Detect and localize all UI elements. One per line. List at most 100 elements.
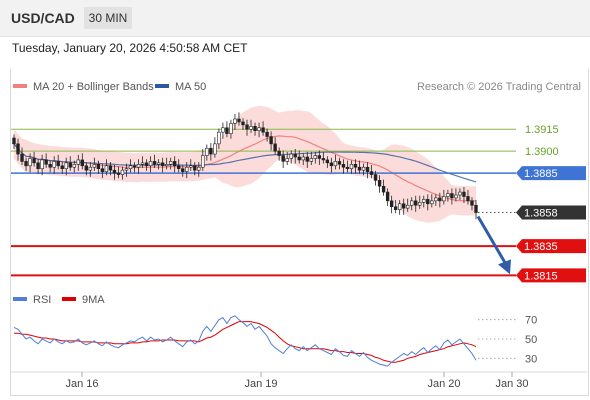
level-value: 1.3885 xyxy=(524,168,558,180)
candle xyxy=(144,159,149,171)
candle xyxy=(438,192,442,208)
candle xyxy=(253,122,257,136)
candle xyxy=(410,197,414,211)
candle xyxy=(385,188,390,206)
candle xyxy=(281,150,285,168)
level-label-resistance: 1.3915 xyxy=(525,124,559,136)
level-label-support: 1.3815 xyxy=(516,268,586,283)
candle xyxy=(88,162,93,177)
chart-header: USD/CAD 30 MIN xyxy=(0,0,590,37)
candle xyxy=(32,151,36,167)
chart-frame xyxy=(10,69,589,396)
candle xyxy=(393,200,398,214)
bollinger-band-fill xyxy=(14,105,476,223)
candle xyxy=(337,157,342,170)
bollinger-legend-label: MA 20 + Bollinger Bands xyxy=(33,81,154,93)
candle xyxy=(197,162,201,177)
bollinger-legend-swatch xyxy=(13,84,27,88)
bollinger-bands xyxy=(13,105,477,223)
candle xyxy=(442,189,446,205)
rsi-legend-label: RSI xyxy=(33,294,51,306)
candle xyxy=(381,179,386,196)
candle xyxy=(273,137,277,155)
x-tick-label: Jan 19 xyxy=(244,378,277,390)
rsi-tick-label: 30 xyxy=(525,353,537,365)
candle xyxy=(454,188,458,202)
candle xyxy=(269,131,273,151)
candle xyxy=(406,198,410,212)
candle xyxy=(64,157,68,176)
candle xyxy=(221,122,225,139)
candle xyxy=(80,153,84,170)
candle xyxy=(430,194,434,208)
candle xyxy=(297,150,301,164)
candle xyxy=(84,162,89,176)
candle xyxy=(181,165,185,177)
candle xyxy=(249,119,253,133)
candle xyxy=(217,128,221,149)
ma50-legend-swatch xyxy=(155,84,169,88)
candle xyxy=(60,162,64,174)
candle xyxy=(277,147,281,161)
candle xyxy=(48,160,52,173)
rsi-tick-label: 50 xyxy=(525,334,537,346)
candle xyxy=(16,138,20,161)
level-tag xyxy=(516,268,586,283)
candle xyxy=(100,163,105,179)
level-value: 1.3835 xyxy=(524,241,558,253)
candle xyxy=(108,162,113,176)
symbol-title: USD/CAD xyxy=(11,10,75,26)
copyright-text: Research © 2026 Trading Central xyxy=(417,81,581,93)
candle xyxy=(401,198,406,215)
candle xyxy=(172,156,177,173)
candle xyxy=(201,148,205,171)
candle xyxy=(156,159,161,170)
candle xyxy=(140,156,145,168)
candle xyxy=(136,159,141,174)
candle xyxy=(160,157,165,173)
candle xyxy=(257,122,261,138)
rsi-line xyxy=(13,315,477,367)
candle xyxy=(104,159,109,176)
ma50-line xyxy=(13,143,477,183)
x-tick-label: Jan 20 xyxy=(427,378,460,390)
forecast-arrow xyxy=(476,215,511,275)
arrow-shaft xyxy=(476,215,508,266)
candle xyxy=(470,197,474,211)
rsi-panel: 70 50 30 xyxy=(13,315,537,367)
candle xyxy=(357,160,362,174)
candle xyxy=(68,156,72,171)
candle xyxy=(265,128,269,142)
candle xyxy=(450,188,454,205)
candle xyxy=(285,151,289,166)
candle xyxy=(414,195,418,212)
candle xyxy=(349,160,354,174)
candle xyxy=(20,147,24,166)
candle xyxy=(12,134,16,149)
timeframe-button[interactable]: 30 MIN xyxy=(84,7,132,29)
candle xyxy=(325,156,330,168)
candle xyxy=(213,137,217,158)
candle xyxy=(446,189,450,202)
candle xyxy=(112,165,117,180)
candle xyxy=(313,151,318,164)
candle xyxy=(152,154,157,168)
candle xyxy=(185,162,189,179)
candle xyxy=(168,157,173,170)
arrow-head xyxy=(498,259,511,275)
candle xyxy=(72,160,76,173)
candle xyxy=(389,195,394,214)
level-label-current: 1.3858 xyxy=(516,205,586,220)
candlesticks xyxy=(12,112,478,220)
candle xyxy=(164,157,169,170)
candle xyxy=(56,154,60,170)
rsi-ma-legend-swatch xyxy=(62,297,76,301)
level-value: 1.3915 xyxy=(525,124,559,136)
candle xyxy=(474,200,478,220)
candle xyxy=(397,200,402,215)
candle xyxy=(120,166,125,180)
candle xyxy=(76,154,80,171)
candle xyxy=(317,150,322,166)
